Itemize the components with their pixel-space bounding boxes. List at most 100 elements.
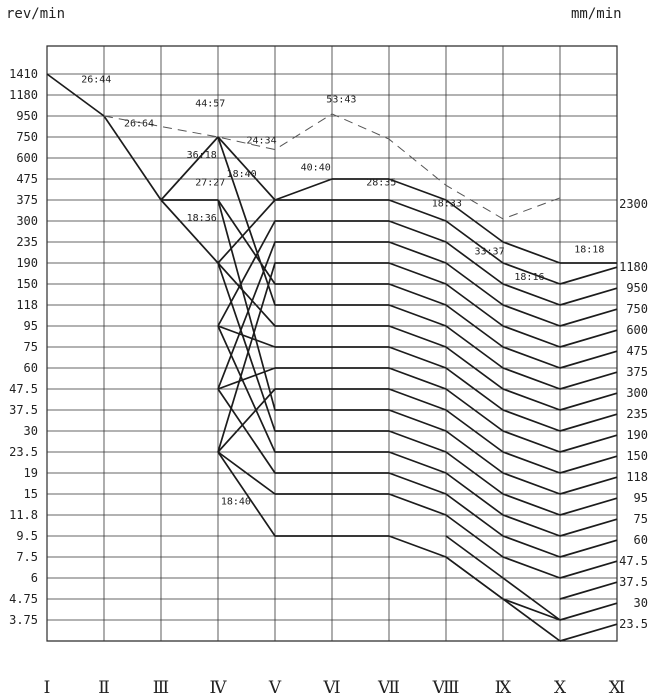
segment-label-7: 18:40: [227, 169, 257, 180]
y-tick-left-23: 7.5: [16, 550, 38, 564]
y-tick-right-10: 150: [626, 449, 648, 463]
series-line-13: [217, 262, 561, 411]
y-tick-left-22: 9.5: [16, 529, 38, 543]
x-tick-I: Ⅰ: [44, 678, 51, 698]
series-line-24: [559, 266, 618, 285]
segment-label-14: 18:18: [574, 245, 604, 256]
series-line-5: [103, 113, 561, 220]
series-line-44: [445, 535, 504, 579]
y-tick-left-25: 4.75: [9, 592, 38, 606]
x-tick-VI: Ⅵ: [322, 678, 340, 698]
segment-label-9: 53:43: [326, 94, 356, 105]
y-tick-right-13: 75: [634, 512, 648, 526]
x-tick-II: Ⅱ: [98, 678, 110, 698]
segment-label-0: 26:44: [81, 74, 111, 85]
y-tick-left-6: 375: [16, 193, 38, 207]
y-tick-right-4: 600: [626, 323, 648, 337]
series-line-14: [217, 325, 561, 432]
series-line-42: [502, 577, 561, 621]
x-ticks: Ⅰ Ⅱ Ⅲ Ⅳ Ⅴ Ⅵ Ⅶ Ⅷ Ⅸ Ⅹ Ⅺ: [44, 678, 626, 698]
grid: [46, 45, 618, 642]
y-tick-right-16: 37.5: [619, 575, 648, 589]
y-tick-left-17: 30: [24, 424, 38, 438]
speed-lines: [46, 73, 618, 642]
y-tick-right-6: 375: [626, 365, 648, 379]
y-tick-left-3: 750: [16, 130, 38, 144]
segment-label-4: 18:36: [187, 213, 217, 224]
series-line-34: [559, 476, 618, 495]
y-tick-right-3: 750: [626, 302, 648, 316]
y-tick-left-24: 6: [31, 571, 38, 585]
y-tick-right-18: 23.5: [619, 617, 648, 631]
series-line-25: [559, 287, 618, 306]
series-line-21: [217, 451, 561, 579]
y-tick-left-26: 3.75: [9, 613, 38, 627]
right-y-ticks: 2300 1180 950 750 600 475 375 300 235 190 150 118 95…: [619, 197, 648, 631]
x-tick-IV: Ⅳ: [210, 678, 228, 698]
series-line-0: [46, 73, 105, 117]
series-line-32: [559, 434, 618, 453]
y-tick-left-4: 600: [16, 151, 38, 165]
y-tick-left-12: 95: [24, 319, 38, 333]
y-tick-right-17: 30: [634, 596, 648, 610]
series-line-33: [559, 455, 618, 474]
y-tick-left-2: 950: [16, 109, 38, 123]
series-line-11: [217, 199, 561, 369]
y-tick-left-20: 15: [24, 487, 38, 501]
y-tick-right-0: 2300: [619, 197, 648, 211]
y-tick-left-11: 118: [16, 298, 38, 312]
y-tick-left-15: 47.5: [9, 382, 38, 396]
segment-label-15: 18:40: [221, 497, 251, 508]
left-y-ticks: 1410 1180 950 750 600 475 375 300 235 190 150 118 95…: [9, 67, 38, 627]
series-line-18: [217, 262, 561, 516]
y-tick-right-1: 1180: [619, 260, 648, 274]
series-line-12: [217, 136, 561, 390]
series-line-41: [559, 623, 618, 642]
y-tick-right-5: 475: [626, 344, 648, 358]
y-tick-left-19: 19: [24, 466, 38, 480]
segment-label-3: 27:27: [195, 177, 225, 188]
left-axis-unit: rev/min: [6, 6, 66, 22]
series-line-40: [559, 602, 618, 621]
y-tick-right-7: 300: [626, 386, 648, 400]
series-line-45: [445, 556, 504, 600]
y-tick-right-8: 235: [626, 407, 648, 421]
y-tick-left-10: 150: [16, 277, 38, 291]
series-line-7: [217, 199, 561, 285]
series-line-36: [559, 518, 618, 537]
segment-label-13: 18:16: [514, 272, 544, 283]
y-tick-left-5: 475: [16, 172, 38, 186]
series-line-43: [502, 598, 561, 642]
series-line-38: [559, 560, 618, 579]
y-tick-left-13: 75: [24, 340, 38, 354]
series-line-35: [559, 497, 618, 516]
segment-label-12: 33:37: [475, 247, 505, 258]
series-line-8: [217, 220, 561, 327]
series-line-39: [559, 581, 618, 600]
x-tick-VII: Ⅶ: [377, 678, 400, 698]
y-tick-left-7: 300: [16, 214, 38, 228]
y-tick-left-21: 11.8: [9, 508, 38, 522]
segment-label-8: 40:40: [301, 163, 331, 174]
series-line-27: [559, 329, 618, 348]
y-tick-right-9: 190: [626, 428, 648, 442]
series-line-4: [160, 199, 219, 264]
series-line-17: [217, 199, 561, 495]
segment-label-6: 24:34: [247, 135, 277, 146]
series-line-31: [559, 413, 618, 432]
series-line-26: [559, 308, 618, 327]
series-line-10: [217, 262, 561, 453]
y-tick-left-0: 1410: [9, 67, 38, 81]
x-tick-V: Ⅴ: [268, 678, 282, 698]
series-line-15: [217, 367, 561, 453]
right-axis-unit: mm/min: [571, 6, 622, 22]
segment-label-2: 36:18: [187, 150, 217, 161]
segment-label-10: 28:35: [366, 177, 396, 188]
series-line-2: [160, 136, 219, 201]
y-tick-left-14: 60: [24, 361, 38, 375]
y-tick-right-12: 95: [634, 491, 648, 505]
x-tick-VIII: Ⅷ: [432, 678, 460, 698]
x-tick-IX: Ⅸ: [495, 678, 512, 698]
x-tick-X: Ⅹ: [554, 678, 567, 698]
